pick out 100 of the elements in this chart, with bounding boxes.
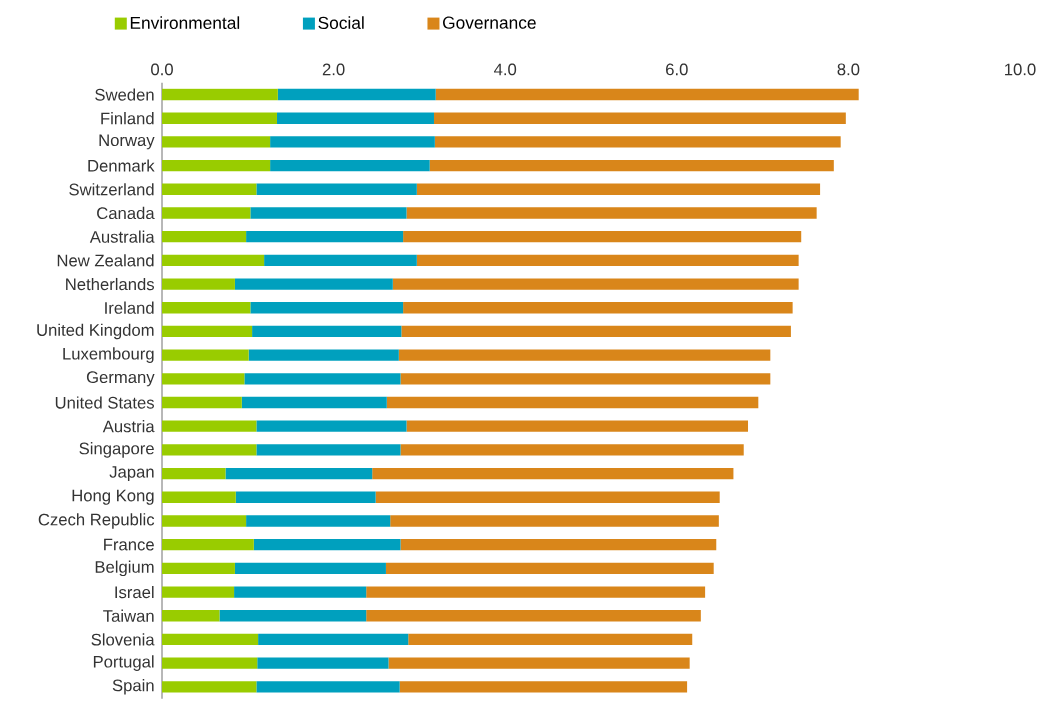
x-tick-label: 8.0 [837,63,860,76]
bar [162,325,253,338]
bar [219,610,367,622]
bar [406,420,749,432]
bar [276,112,434,124]
bar [406,207,817,219]
x-tick-label: 10.0 [1005,63,1036,76]
y-tick-label: United States [55,396,155,409]
bar [162,444,257,456]
bar [386,396,759,409]
bar [162,302,251,314]
bar [416,254,799,267]
bar [246,231,404,243]
legend-label: Social [318,16,364,30]
y-tick-label: New Zealand [57,254,154,267]
bar [258,633,409,646]
bar [162,183,257,195]
bar [162,396,242,409]
bar [408,633,693,646]
x-tick-label: 6.0 [666,63,688,76]
y-tick-label: Denmark [88,159,155,172]
legend-label: Governance [443,16,536,29]
bar [162,586,235,598]
bar [375,491,720,503]
y-tick-label: Spain [112,679,154,695]
y-tick-label: Australia [89,230,155,243]
bar [162,207,251,219]
bar [162,657,258,669]
bar [400,539,717,551]
bar [400,444,744,456]
bar [162,539,254,551]
bar [257,657,389,669]
bar [256,183,417,195]
y-tick-label: Netherlands [66,277,155,291]
bar [234,562,386,575]
bar [400,373,771,385]
bar [162,467,226,480]
bar [225,467,373,480]
bar [252,325,402,338]
y-tick-label: Israel [115,585,154,599]
bar [390,515,719,527]
y-tick-label: Belgium [95,560,154,577]
y-tick-label: Norway [99,134,155,150]
bar [162,420,257,432]
bar [235,491,376,503]
bar [372,467,734,480]
x-tick-label: 0.0 [151,63,173,76]
y-tick-label: Luxembourg [63,347,154,363]
bar [162,515,247,527]
bar [162,373,245,385]
bar [162,491,236,503]
y-tick-label: Austria [102,420,155,433]
bar [401,325,791,338]
bar [398,349,771,361]
y-tick-label: Hong Kong [72,489,154,505]
bar [234,278,393,290]
bar [162,562,235,575]
bar [162,633,259,646]
bar [264,254,417,267]
bar [399,681,688,693]
bar [392,278,799,290]
bar [253,539,401,551]
bar [246,515,391,527]
bar [277,88,436,101]
bar [434,136,841,148]
legend-label: Environmental [130,16,240,30]
bar [162,681,257,693]
y-tick-label: Switzerland [69,183,154,196]
bar [256,681,400,693]
bar [162,349,249,361]
x-tick-label: 4.0 [494,63,517,76]
bar [234,586,367,598]
bar [366,610,701,622]
bar [429,159,834,172]
y-tick-label: Portugal [93,655,154,671]
bar [241,396,387,409]
bar [366,586,706,598]
y-tick-label: United Kingdom [37,323,154,340]
y-tick-label: France [104,538,154,551]
bar [162,159,271,172]
bar [270,136,435,148]
y-tick-label: Czech Republic [38,513,155,529]
y-tick-label: Finland [101,112,154,125]
bar [162,231,247,243]
bar [435,88,859,101]
bar [162,610,220,622]
x-tick-label: 2.0 [322,63,345,76]
bar [403,231,802,243]
bar [433,112,846,124]
bar [248,349,399,361]
y-tick-label: Germany [86,371,155,387]
bar [416,183,821,195]
bar [256,444,401,456]
y-tick-label: Ireland [105,301,154,314]
bar [403,302,793,314]
bar [162,278,235,290]
y-tick-label: Singapore [79,442,154,458]
bar [250,302,404,314]
bar [270,159,430,172]
y-tick-label: Japan [109,466,154,482]
